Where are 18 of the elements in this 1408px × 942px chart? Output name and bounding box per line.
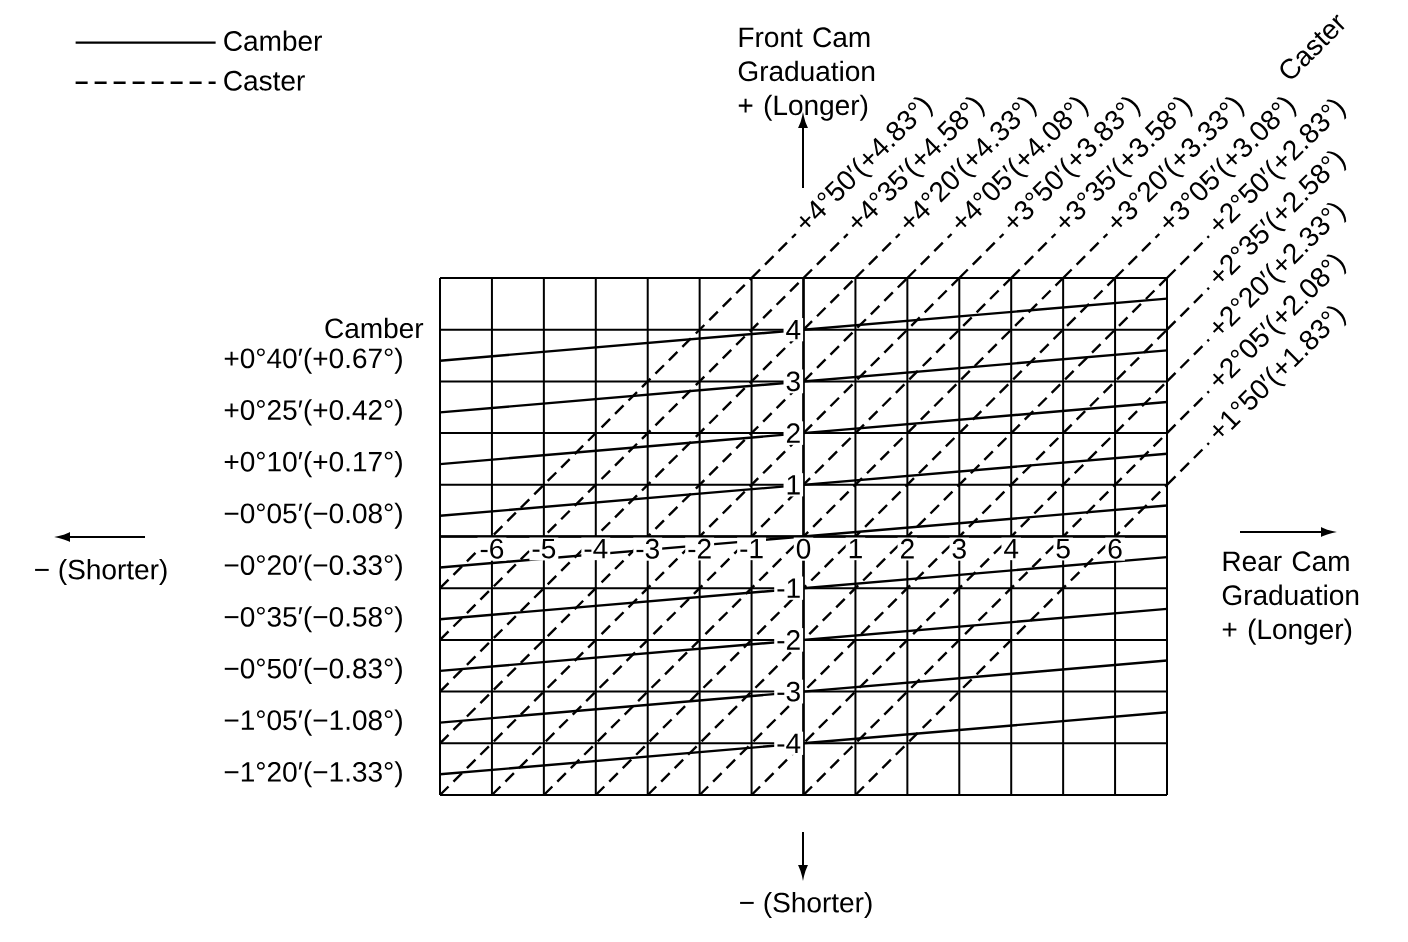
annotation: −0°35′(−0.58°) xyxy=(224,606,402,633)
annotation: −1°20′(−1.33°) xyxy=(224,761,402,788)
y-tick-label: -4 xyxy=(777,733,801,753)
annotation: −1°05′(−1.08°) xyxy=(224,709,402,736)
x-axis-title: Rear Cam Graduation + (Longer) xyxy=(1222,551,1359,645)
legend-label: Camber xyxy=(224,30,322,51)
annotation: −0°50′(−0.83°) xyxy=(224,657,402,684)
text: Camber xyxy=(325,317,424,339)
annotation: +0°25′(+0.42°) xyxy=(224,399,402,426)
y-tick-label: -3 xyxy=(777,681,800,702)
y-tick-label: -2 xyxy=(777,630,800,650)
annotation: −0°20′(−0.33°) xyxy=(224,554,402,581)
annotation: −0°05′(−0.08°) xyxy=(224,502,402,529)
annotation: +0°40′(+0.67°) xyxy=(224,347,402,374)
text: − (Shorter) xyxy=(740,891,872,919)
legend-label: Caster xyxy=(224,70,305,91)
text: − (Shorter) xyxy=(35,558,167,586)
annotation: +0°10′(+0.17°) xyxy=(224,451,402,478)
